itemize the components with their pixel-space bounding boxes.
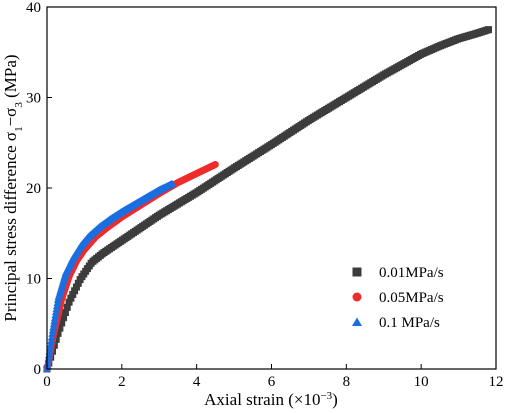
legend-marker-triangle — [352, 317, 362, 327]
legend-marker-circle — [352, 292, 362, 302]
data-point — [47, 337, 56, 344]
y-axis-title: Principal stress difference σ1−σ3 (MPa) — [1, 54, 25, 321]
data-point — [60, 314, 68, 322]
y-tick-label: 30 — [26, 91, 41, 107]
y-tick-label: 10 — [26, 272, 41, 288]
data-point — [61, 309, 69, 317]
data-point — [485, 26, 493, 34]
x-tick-label: 8 — [343, 374, 351, 390]
data-point — [52, 335, 60, 343]
data-point — [168, 179, 177, 187]
y-tick-label: 20 — [26, 181, 41, 197]
data-point — [47, 333, 56, 341]
x-tick-label: 10 — [414, 374, 429, 390]
x-tick-label: 4 — [193, 374, 201, 390]
data-point — [48, 329, 57, 337]
data-point — [63, 303, 71, 311]
data-point — [46, 344, 55, 351]
x-tick-label: 12 — [489, 374, 504, 390]
data-point — [46, 340, 55, 348]
legend-marker-square — [352, 267, 362, 277]
legend: 0.01MPa/s 0.05MPa/s 0.1 MPa/s — [352, 265, 444, 331]
data-point — [74, 279, 82, 287]
data-point — [44, 358, 53, 366]
legend-label: 0.1 MPa/s — [379, 315, 440, 331]
y-tick-label: 40 — [26, 0, 41, 16]
data-point — [65, 298, 73, 306]
data-point — [72, 283, 80, 291]
series-triangle — [43, 179, 177, 373]
data-point — [58, 319, 66, 327]
axes: 0 2 4 6 8 10 12 0 10 20 30 40 — [26, 0, 504, 390]
data-point — [211, 160, 219, 168]
plot-area — [43, 26, 493, 373]
x-tick-label: 0 — [43, 374, 51, 390]
data-point — [54, 329, 62, 337]
x-axis-title: Axial strain (×10−3) — [204, 390, 338, 409]
data-point — [71, 287, 79, 295]
series-square — [43, 26, 493, 373]
legend-label: 0.05MPa/s — [379, 290, 444, 306]
x-tick-label: 2 — [118, 374, 126, 390]
legend-label: 0.01MPa/s — [379, 265, 444, 281]
x-tick-label: 6 — [268, 374, 276, 390]
data-point — [69, 290, 77, 298]
data-point — [56, 324, 64, 332]
data-point — [67, 294, 75, 302]
y-tick-label: 0 — [34, 362, 42, 378]
data-point — [45, 347, 54, 355]
